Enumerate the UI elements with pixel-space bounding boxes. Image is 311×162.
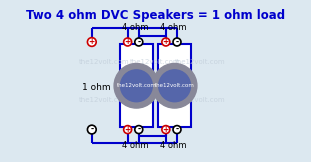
Circle shape: [159, 70, 191, 102]
Text: the12volt.com: the12volt.com: [155, 83, 195, 88]
Circle shape: [173, 126, 181, 133]
Text: +: +: [124, 37, 131, 46]
Text: the12volt.com: the12volt.com: [79, 97, 130, 103]
FancyBboxPatch shape: [158, 44, 191, 127]
Circle shape: [124, 126, 132, 133]
Text: 4 ohm: 4 ohm: [160, 141, 186, 150]
Circle shape: [87, 38, 96, 46]
FancyBboxPatch shape: [120, 44, 153, 127]
Text: 4 ohm: 4 ohm: [122, 23, 148, 32]
Text: -: -: [175, 125, 179, 134]
Text: +: +: [163, 125, 169, 134]
Circle shape: [162, 126, 170, 133]
Text: -: -: [137, 37, 140, 46]
Text: 4 ohm: 4 ohm: [122, 141, 148, 150]
Circle shape: [124, 38, 132, 46]
Text: the12volt.com: the12volt.com: [130, 97, 181, 103]
Circle shape: [152, 64, 197, 108]
Text: the12volt.com: the12volt.com: [175, 97, 225, 103]
Circle shape: [162, 38, 170, 46]
Text: -: -: [175, 37, 179, 46]
Text: 1 ohm: 1 ohm: [82, 83, 111, 92]
Circle shape: [114, 64, 159, 108]
Text: the12volt.com: the12volt.com: [79, 59, 130, 65]
Text: -: -: [90, 125, 93, 134]
Circle shape: [173, 38, 181, 46]
Text: the12volt.com: the12volt.com: [116, 83, 156, 88]
Circle shape: [135, 38, 143, 46]
Text: +: +: [163, 37, 169, 46]
Text: the12volt.com: the12volt.com: [175, 59, 225, 65]
Circle shape: [120, 70, 152, 102]
Circle shape: [135, 126, 143, 133]
Text: +: +: [124, 125, 131, 134]
Text: -: -: [137, 125, 140, 134]
Text: 4 ohm: 4 ohm: [160, 23, 186, 32]
Circle shape: [87, 125, 96, 134]
Text: the12volt.com: the12volt.com: [130, 59, 181, 65]
Text: Two 4 ohm DVC Speakers = 1 ohm load: Two 4 ohm DVC Speakers = 1 ohm load: [26, 9, 285, 22]
Text: +: +: [89, 37, 95, 46]
